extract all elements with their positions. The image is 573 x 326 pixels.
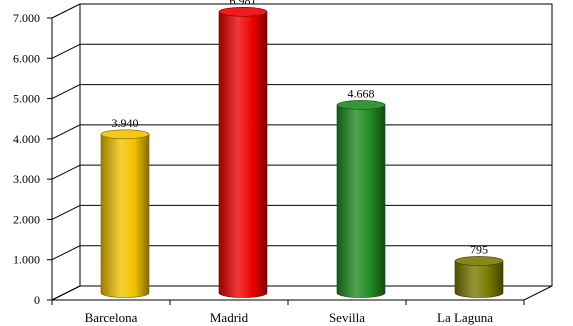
bar-sevilla <box>336 100 386 298</box>
data-label: 4.668 <box>348 86 375 100</box>
bar-layer <box>100 6 504 298</box>
x-tick-label: Sevilla <box>329 310 365 325</box>
side-wall-line <box>51 285 81 301</box>
bar-body <box>218 11 268 298</box>
bar-top <box>454 256 504 266</box>
bar-top <box>100 129 150 140</box>
data-label: 6.981 <box>230 0 257 7</box>
x-tick-label: Barcelona <box>85 310 138 325</box>
axis-layer: 0 1.000 2.000 3.000 4.000 5.000 6.000 7.000 <box>13 11 525 307</box>
y-tick-label: 0 <box>34 293 40 307</box>
side-wall-line <box>51 204 81 220</box>
side-wall-line <box>51 84 81 100</box>
bar-top <box>336 100 386 110</box>
bar-madrid <box>218 6 268 298</box>
y-tick-label: 2.000 <box>13 212 40 226</box>
side-wall-line <box>51 124 81 140</box>
x-tick-label: Madrid <box>210 310 249 325</box>
y-tick-label: 7.000 <box>13 11 40 25</box>
side-wall-line <box>51 164 81 180</box>
bar-body <box>336 104 386 298</box>
side-wall-line <box>51 43 81 59</box>
y-tick-label: 6.000 <box>13 51 40 65</box>
label-layer: 3.940 Barcelona 6.981 Madrid 4.668 Sevilla 795… <box>85 0 494 325</box>
bar-la-laguna <box>454 256 504 298</box>
x-tick-label: La Laguna <box>437 310 493 325</box>
plot-back-wall <box>79 3 553 287</box>
side-wall-line <box>51 245 81 261</box>
y-tick-label: 5.000 <box>13 92 40 106</box>
grid-layer <box>51 3 553 301</box>
data-label: 795 <box>470 242 488 256</box>
bar-top <box>218 6 268 17</box>
bar-body <box>454 260 504 298</box>
bar-body <box>100 133 150 298</box>
data-label: 3.940 <box>112 116 139 130</box>
y-tick-label: 1.000 <box>13 253 40 267</box>
y-tick-label: 3.000 <box>13 172 40 186</box>
bar-barcelona <box>100 129 150 298</box>
y-tick-label: 4.000 <box>13 132 40 146</box>
side-wall-line <box>51 3 81 19</box>
